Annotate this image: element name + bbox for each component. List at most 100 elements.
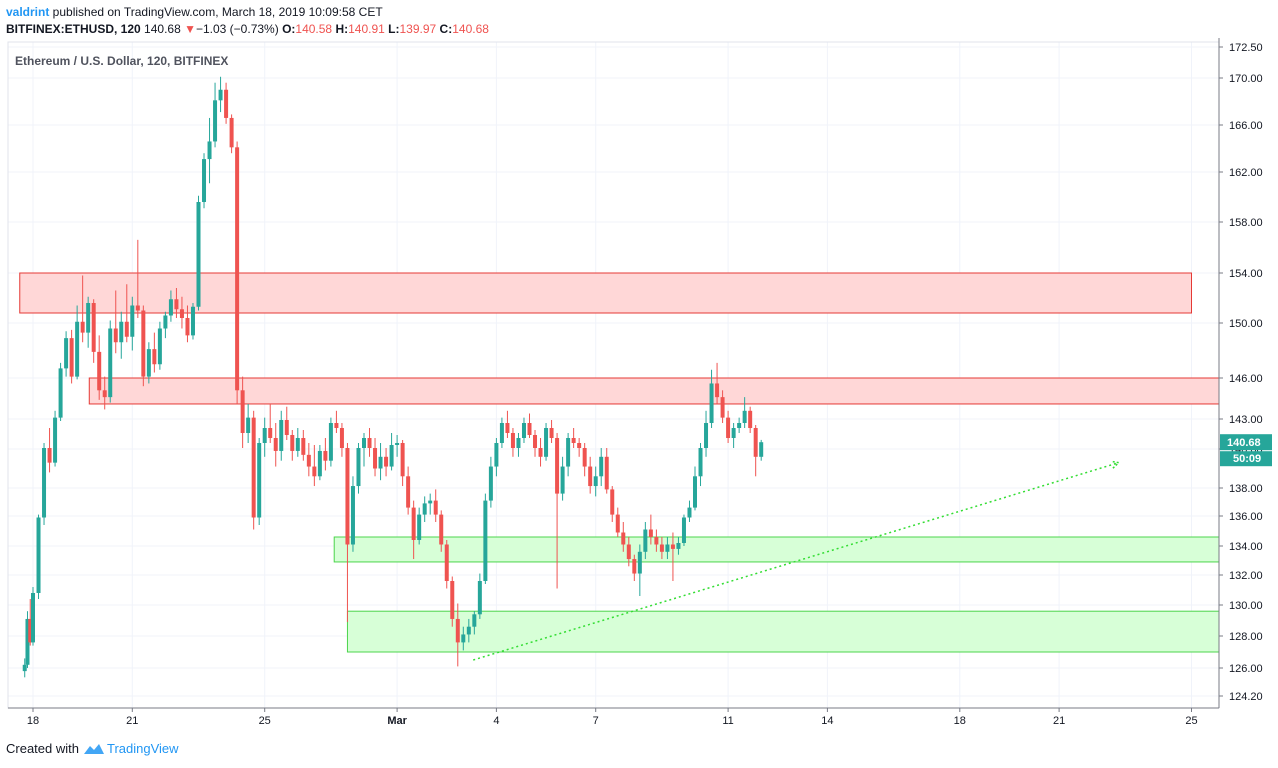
candle-body — [384, 456, 389, 467]
candle-95 — [538, 438, 543, 467]
candle-2 — [28, 599, 33, 646]
candle-38 — [224, 82, 229, 124]
candle-body — [544, 428, 549, 457]
candle-body — [417, 514, 422, 540]
candle-body — [582, 448, 587, 467]
candle-118 — [665, 537, 670, 560]
candle-134 — [753, 425, 758, 477]
candle-70 — [400, 440, 405, 487]
price-chart[interactable]: 172.50 170.00 166.00 162.00 158.00 154.00 150.… — [0, 0, 1278, 740]
candle-65 — [373, 438, 378, 477]
candle-27 — [163, 311, 168, 339]
candle-body — [499, 423, 504, 443]
last-price: 140.68 — [144, 22, 181, 36]
candle-body — [488, 466, 493, 501]
candle-body — [439, 514, 444, 545]
candle-117 — [659, 537, 664, 560]
candle-body — [284, 420, 289, 435]
candle-body — [229, 117, 234, 148]
chart-header: valdrint published on TradingView.com, M… — [6, 4, 1206, 38]
candle-body — [566, 438, 571, 467]
tradingview-brand[interactable]: TradingView — [106, 741, 179, 756]
candle-25 — [152, 332, 157, 373]
candle-101 — [571, 428, 576, 448]
candle-body — [378, 456, 383, 469]
candle-body — [665, 544, 670, 552]
candle-body — [262, 428, 267, 443]
candle-body — [538, 448, 543, 457]
candle-body — [36, 517, 41, 593]
price-tick-label: 136.00 — [1229, 511, 1263, 523]
candle-body — [80, 321, 85, 333]
candle-body — [58, 368, 63, 418]
price-tick-label: 166.00 — [1229, 120, 1263, 132]
close-label: C: — [439, 22, 453, 36]
candles — [22, 76, 764, 678]
candle-body — [207, 141, 212, 160]
candle-115 — [648, 514, 653, 545]
time-tick-label: 18 — [954, 715, 966, 727]
high-value: 140.91 — [348, 22, 385, 36]
candle-body — [643, 529, 648, 552]
candle-57 — [328, 417, 333, 467]
candle-54 — [312, 445, 317, 487]
zones — [19, 272, 1220, 653]
candle-116 — [654, 529, 659, 552]
candle-10 — [69, 329, 74, 384]
candle-body — [306, 454, 311, 467]
candle-62 — [356, 443, 361, 494]
candle-body — [610, 489, 615, 515]
last-price-label: 140.68 — [1227, 437, 1261, 449]
candle-body — [141, 310, 146, 377]
price-tick-label: 154.00 — [1229, 268, 1263, 280]
candle-body — [345, 448, 350, 545]
candle-body — [450, 581, 455, 619]
price-tick-label: 128.00 — [1229, 631, 1263, 643]
candle-body — [279, 420, 284, 451]
price-tick-label: 172.50 — [1229, 42, 1263, 54]
candle-22 — [135, 239, 140, 318]
candle-91 — [516, 433, 521, 457]
down-arrow-icon: ▼ — [184, 22, 196, 36]
candle-body — [251, 417, 256, 518]
candle-43 — [251, 410, 256, 530]
time-tick-label: 4 — [493, 715, 499, 727]
candle-1 — [25, 611, 30, 668]
candle-23 — [141, 305, 146, 387]
candle-50 — [290, 430, 295, 461]
author-link[interactable]: valdrint — [6, 5, 50, 19]
candle-body — [367, 438, 372, 448]
candle-body — [461, 634, 466, 643]
candle-112 — [632, 554, 637, 581]
open-label: O: — [282, 22, 296, 36]
candle-body — [604, 456, 609, 490]
price-tick-label: 170.00 — [1229, 73, 1263, 85]
publish-line: valdrint published on TradingView.com, M… — [6, 4, 1206, 21]
candle-75 — [428, 493, 433, 515]
candle-body — [213, 100, 218, 142]
candle-body — [621, 532, 626, 545]
candle-26 — [157, 321, 162, 370]
candle-body — [356, 448, 361, 487]
last-price-badge — [1220, 434, 1272, 451]
candle-body — [268, 428, 273, 438]
candle-111 — [626, 537, 631, 567]
candle-body — [571, 438, 576, 443]
time-tick-label: 11 — [722, 715, 733, 727]
candle-88 — [499, 417, 504, 448]
candle-body — [202, 159, 207, 202]
candle-80 — [455, 603, 460, 667]
candle-8 — [58, 362, 63, 421]
candle-74 — [422, 496, 427, 522]
candle-114 — [643, 522, 648, 560]
candle-body — [654, 537, 659, 545]
candle-body — [91, 303, 96, 352]
candle-body — [389, 445, 394, 467]
candle-64 — [367, 428, 372, 457]
candle-87 — [494, 438, 499, 477]
candle-16 — [102, 376, 107, 410]
candle-body — [168, 299, 173, 316]
candle-6 — [47, 428, 52, 473]
candle-body — [130, 305, 135, 337]
candle-19 — [119, 311, 124, 359]
